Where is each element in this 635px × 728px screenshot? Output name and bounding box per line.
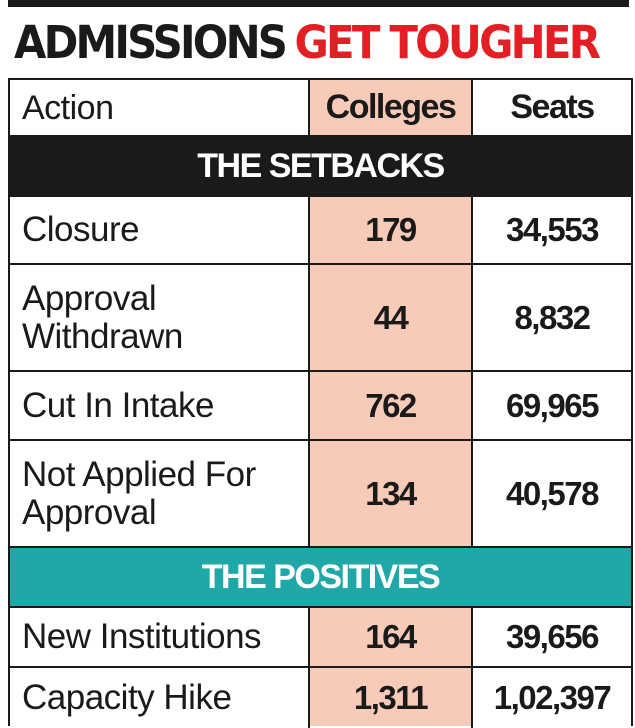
divider bbox=[471, 265, 473, 370]
headline: ADMISSIONS GET TOUGHER bbox=[14, 14, 601, 72]
divider bbox=[308, 197, 310, 263]
divider bbox=[471, 608, 473, 666]
row-seats-value: 1,02,397 bbox=[493, 679, 612, 716]
table-row: Approval Withdrawn 44 8,832 bbox=[10, 265, 631, 372]
divider bbox=[308, 668, 310, 728]
table-row: Not Applied For Approval 134 40,578 bbox=[10, 441, 631, 548]
table-row: Closure 179 34,553 bbox=[10, 197, 631, 265]
row-action: Not Applied For Approval bbox=[22, 454, 256, 532]
column-header-seats: Seats bbox=[510, 88, 595, 126]
column-header-colleges: Colleges bbox=[325, 88, 457, 126]
row-action: Cut In Intake bbox=[22, 385, 214, 425]
row-seats-value: 40,578 bbox=[506, 474, 599, 512]
data-table: Action Colleges Seats THE SETBACKS Closu… bbox=[8, 78, 633, 728]
row-seats-value: 8,832 bbox=[514, 298, 591, 336]
divider bbox=[471, 80, 473, 135]
row-seats-value: 69,965 bbox=[506, 386, 599, 424]
row-action: Approval Withdrawn bbox=[22, 278, 183, 356]
section-positives: THE POSITIVES bbox=[10, 548, 631, 608]
divider bbox=[471, 441, 473, 546]
divider bbox=[308, 372, 310, 439]
column-header-action: Action bbox=[22, 88, 114, 127]
divider bbox=[471, 668, 473, 728]
divider bbox=[471, 372, 473, 439]
top-rule bbox=[8, 0, 629, 7]
table-row: Capacity Hike 1,311 1,02,397 bbox=[10, 668, 631, 728]
row-colleges-value: 179 bbox=[365, 211, 417, 248]
row-colleges-value: 44 bbox=[373, 298, 409, 336]
row-colleges-value: 762 bbox=[365, 386, 417, 424]
headline-black: ADMISSIONS bbox=[14, 16, 288, 69]
divider bbox=[308, 608, 310, 666]
row-action: Capacity Hike bbox=[22, 678, 232, 717]
divider bbox=[308, 441, 310, 546]
row-seats-value: 39,656 bbox=[506, 618, 599, 655]
row-colleges-value: 164 bbox=[365, 618, 417, 655]
row-colleges-value: 1,311 bbox=[353, 679, 429, 716]
row-action: New Institutions bbox=[22, 617, 262, 656]
divider bbox=[308, 80, 310, 135]
divider bbox=[471, 197, 473, 263]
row-colleges-value: 134 bbox=[365, 474, 417, 512]
table-row: Cut In Intake 762 69,965 bbox=[10, 372, 631, 441]
table-header-row: Action Colleges Seats bbox=[10, 80, 631, 137]
row-action: Closure bbox=[22, 210, 140, 249]
divider bbox=[308, 265, 310, 370]
section-setbacks: THE SETBACKS bbox=[10, 137, 631, 197]
table-row: New Institutions 164 39,656 bbox=[10, 608, 631, 668]
row-seats-value: 34,553 bbox=[506, 211, 599, 248]
headline-red: GET TOUGHER bbox=[294, 16, 600, 69]
